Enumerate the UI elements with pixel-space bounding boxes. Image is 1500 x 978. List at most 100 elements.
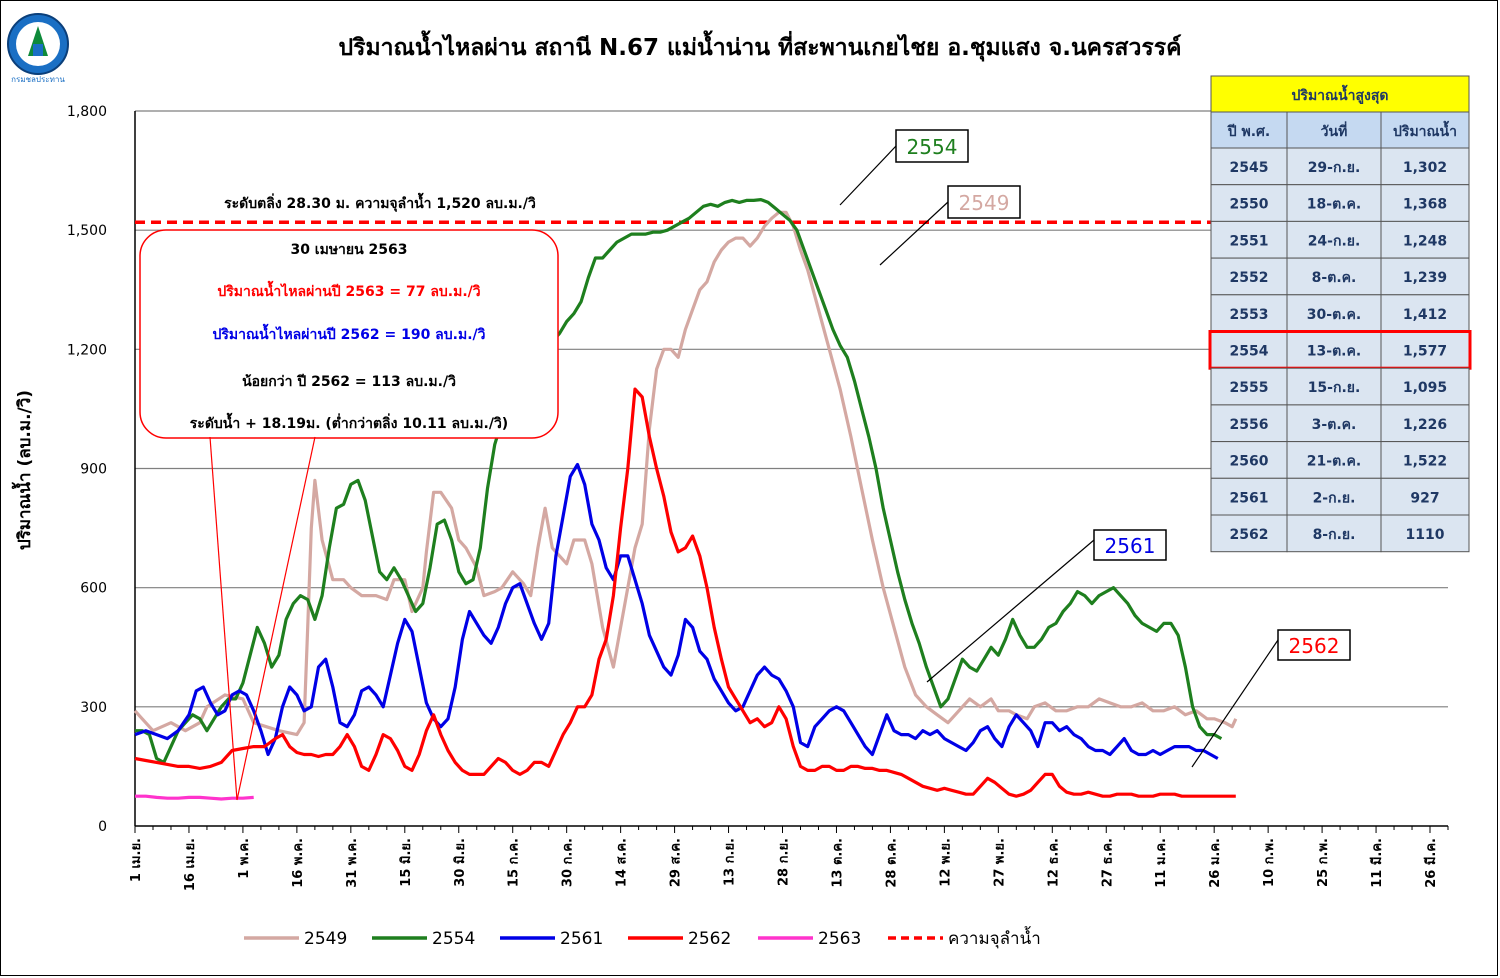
- table-cell-text: 1,248: [1403, 233, 1447, 249]
- y-axis-ticks: 0 300 600 900 1,200 1,500 1,800: [67, 104, 107, 835]
- table-cell-text: 1,302: [1403, 160, 1447, 176]
- series-2554-line: [135, 198, 1223, 764]
- callout-2549: 2549: [879, 185, 1021, 266]
- table-cell-text: 18-ต.ค.: [1307, 197, 1361, 213]
- table-cell: [1210, 184, 1288, 222]
- table-cell-text: 30-ต.ค.: [1307, 307, 1361, 323]
- table-cell: [1380, 514, 1470, 553]
- y-tick-label: 0: [98, 819, 107, 835]
- table-cell: [1210, 441, 1288, 479]
- table-cell-text: 3-ต.ค.: [1312, 417, 1357, 433]
- callout-2562: 2562: [1191, 629, 1351, 768]
- info-difference: น้อยกว่า ปี 2562 = 113 ลบ.ม./วิ: [242, 374, 456, 390]
- x-tick-label: 15 ก.ค.: [507, 838, 522, 887]
- x-tick-label: 10 ก.พ.: [1262, 838, 1277, 887]
- table-cell-text: 2553: [1230, 307, 1269, 323]
- legend-label: 2563: [818, 929, 861, 949]
- callout-2554-label: 2554: [907, 135, 958, 159]
- table-cell: [1210, 220, 1288, 259]
- table-title: ปริมาณน้ำสูงสุด: [1292, 84, 1389, 104]
- table-cell-text: 15-ก.ย.: [1308, 380, 1361, 396]
- legend-label: 2554: [432, 929, 475, 949]
- table-cell: [1210, 331, 1288, 369]
- table-cell: [1380, 220, 1470, 259]
- info-flow-2563: ปริมาณน้ำไหลผ่านปี 2563 = 77 ลบ.ม./วิ: [217, 280, 480, 300]
- table-cell: [1380, 367, 1470, 406]
- series-2562-line: [134, 387, 1236, 798]
- y-tick-label: 1,200: [67, 342, 107, 358]
- info-flow-2562: ปริมาณน้ำไหลผ่านปี 2562 = 190 ลบ.ม./วิ: [212, 323, 485, 343]
- x-tick-label: 31 พ.ค.: [345, 838, 360, 888]
- table-cell-text: 1,577: [1403, 344, 1447, 360]
- table-cell: [1286, 184, 1382, 222]
- table-cell: [1380, 184, 1470, 222]
- table-cell: [1286, 514, 1382, 553]
- legend: 2549 2554 2561 2562 2563 ความจุลำน้ำ: [244, 926, 1041, 949]
- callout-2554: 2554: [839, 129, 969, 206]
- x-tick-label: 28 ต.ค.: [884, 838, 899, 888]
- table-cell-text: 29-ก.ย.: [1308, 160, 1361, 176]
- x-tick-label: 16 เม.ย.: [183, 838, 198, 891]
- y-tick-label: 300: [80, 700, 107, 716]
- callout-2549-label: 2549: [959, 191, 1010, 215]
- legend-label: ความจุลำน้ำ: [948, 926, 1041, 949]
- y-tick-label: 900: [80, 462, 107, 478]
- x-tick-label: 11 มี.ค.: [1369, 838, 1385, 888]
- table-header: ปริมาณน้ำ: [1393, 120, 1457, 140]
- table-cell: [1210, 367, 1288, 406]
- capacity-label: ระดับตลิ่ง 28.30 ม. ความจุลำน้ำ 1,520 ลบ…: [224, 192, 536, 212]
- table-cell: [1286, 257, 1382, 296]
- callout-2561: 2561: [926, 529, 1167, 683]
- x-tick-label: 26 มี.ค.: [1423, 838, 1439, 888]
- table-cell-text: 21-ต.ค.: [1307, 454, 1361, 470]
- table-cell: [1380, 441, 1470, 479]
- table-cell: [1380, 331, 1470, 369]
- table-cell: [1380, 147, 1470, 186]
- table-cell-text: 2550: [1230, 197, 1269, 213]
- table-cell-text: 2555: [1230, 380, 1269, 396]
- table-cell-text: 2561: [1230, 490, 1269, 506]
- table-cell-text: 1110: [1406, 527, 1445, 543]
- x-tick-label: 15 มิ.ย.: [399, 838, 414, 887]
- table-cell: [1286, 367, 1382, 406]
- table-cell-text: 2560: [1230, 454, 1269, 470]
- table-header: ปี พ.ศ.: [1226, 124, 1270, 140]
- table-cell-text: 1,095: [1403, 380, 1447, 396]
- x-tick-label: 13 ต.ค.: [830, 838, 845, 888]
- info-water-level: ระดับน้ำ + 18.19ม. (ต่ำกว่าตลิ่ง 10.11 ล…: [190, 412, 508, 432]
- table-cell-text: 1,522: [1403, 454, 1447, 470]
- info-box: 30 เมษายน 2563 ปริมาณน้ำไหลผ่านปี 2563 =…: [139, 229, 559, 801]
- table-cell-text: 8-ก.ย.: [1313, 527, 1356, 543]
- table-cell-text: 2552: [1230, 270, 1269, 286]
- x-tick-label: 1 เม.ย.: [129, 838, 144, 882]
- table-cell: [1286, 441, 1382, 479]
- series-2563-line: [135, 794, 254, 801]
- table-cell-text: 2554: [1230, 344, 1269, 360]
- logo-emblem: กรมชลประทาน: [7, 13, 69, 84]
- table-cell-text: 1,239: [1403, 270, 1447, 286]
- legend-label: 2549: [304, 929, 347, 949]
- x-tick-label: 30 มิ.ย.: [453, 838, 468, 887]
- callout-2562-label: 2562: [1289, 634, 1340, 658]
- x-tick-label: 26 ม.ค.: [1208, 838, 1223, 888]
- table-cell-text: 13-ต.ค.: [1307, 344, 1361, 360]
- x-tick-label: 14 ส.ค.: [615, 838, 630, 887]
- x-tick-label: 27 ธ.ค.: [1100, 838, 1115, 887]
- x-tick-label: 27 พ.ย.: [992, 838, 1007, 887]
- series-2561-line: [134, 462, 1219, 760]
- x-tick-label: 11 ม.ค.: [1154, 838, 1169, 888]
- y-tick-label: 1,800: [67, 104, 107, 120]
- legend-label: 2562: [688, 929, 731, 949]
- table-cell-text: 1,412: [1403, 307, 1447, 323]
- series-lines: [133, 198, 1238, 801]
- table-cell-text: 2-ก.ย.: [1313, 490, 1356, 506]
- x-tick-label: 29 ส.ค.: [669, 838, 684, 887]
- callout-2561-label: 2561: [1105, 534, 1156, 558]
- table-header-cell: [1380, 111, 1470, 149]
- table-cell-text: 2556: [1230, 417, 1269, 433]
- x-tick-label: 28 ก.ย.: [777, 838, 792, 886]
- y-axis-label: ปริมาณน้ำ (ลบ.ม./วิ): [11, 390, 35, 550]
- table-cell-text: 2545: [1230, 160, 1269, 176]
